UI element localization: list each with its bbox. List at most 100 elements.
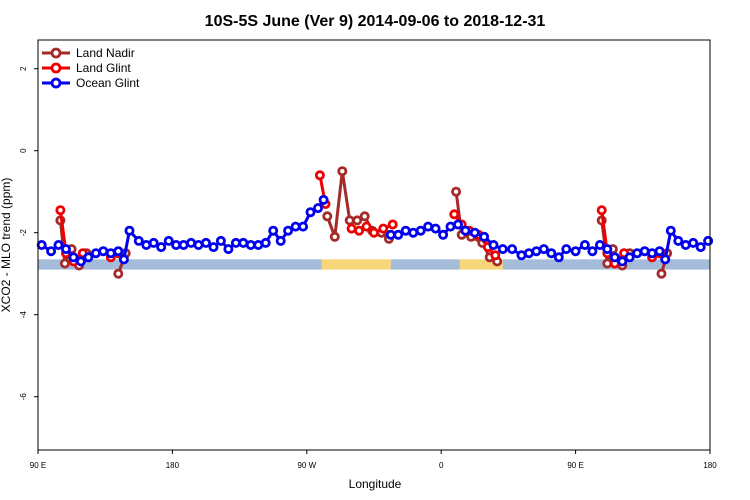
point-land-glint-0-0 xyxy=(55,205,66,216)
point-land-glint-4-5 xyxy=(490,250,501,261)
x-tick-label-3: 0 xyxy=(439,461,444,470)
point-ocean-glint-1-34 xyxy=(654,246,665,257)
x-tick-label-0: 90 E xyxy=(30,461,46,470)
point-ocean-glint-1-6 xyxy=(430,223,441,234)
point-ocean-glint-1-17 xyxy=(523,248,534,259)
y-tick-label-1: 0 xyxy=(19,148,28,153)
y-tick-label-4: -6 xyxy=(19,393,28,401)
point-ocean-glint-1-5 xyxy=(423,221,434,232)
point-ocean-glint-1-14 xyxy=(497,244,508,255)
point-ocean-glint-0-17 xyxy=(163,235,174,246)
point-ocean-glint-0-24 xyxy=(215,235,226,246)
y-tick-label-2: -2 xyxy=(19,229,28,237)
x-axis-label: Longitude xyxy=(349,477,402,491)
chart-title: 10S-5S June (Ver 9) 2014-09-06 to 2018-1… xyxy=(205,13,546,30)
y-tick-label-3: -4 xyxy=(19,311,28,319)
point-land-nadir-2-0 xyxy=(322,211,333,222)
point-ocean-glint-1-13 xyxy=(488,239,499,250)
series-ocean-glint xyxy=(36,194,714,267)
point-ocean-glint-0-36 xyxy=(305,207,316,218)
point-ocean-glint-0-23 xyxy=(208,242,219,253)
point-ocean-glint-0-22 xyxy=(200,237,211,248)
point-ocean-glint-0-0 xyxy=(36,239,47,250)
x-axis: 90 E 180 90 W 0 90 E 180 xyxy=(30,450,717,470)
point-land-glint-3-4 xyxy=(378,223,389,234)
point-ocean-glint-1-33 xyxy=(647,248,658,259)
point-ocean-glint-1-7 xyxy=(438,229,449,240)
point-land-glint-4-0 xyxy=(449,209,460,220)
surface-band-land-1 xyxy=(321,259,391,270)
y-axis-label: XCO2 - MLO trend (ppm) xyxy=(0,178,13,313)
point-ocean-glint-1-26 xyxy=(594,239,605,250)
point-land-nadir-2-1 xyxy=(329,231,340,242)
point-ocean-glint-1-37 xyxy=(673,235,684,246)
point-ocean-glint-0-32 xyxy=(275,235,286,246)
point-ocean-glint-0-5 xyxy=(75,256,86,267)
point-ocean-glint-0-10 xyxy=(113,246,124,257)
legend-marker-land-glint xyxy=(50,62,62,74)
point-ocean-glint-0-12 xyxy=(124,225,135,236)
point-ocean-glint-0-38 xyxy=(318,194,329,205)
point-ocean-glint-1-12 xyxy=(479,231,490,242)
x-tick-label-1: 180 xyxy=(166,461,180,470)
surface-band-ocean-0 xyxy=(38,259,322,270)
point-ocean-glint-1-31 xyxy=(632,248,643,259)
point-ocean-glint-1-27 xyxy=(602,244,613,255)
point-land-nadir-0-1 xyxy=(59,258,70,269)
point-ocean-glint-0-9 xyxy=(105,248,116,259)
point-ocean-glint-1-41 xyxy=(703,235,714,246)
point-ocean-glint-0-13 xyxy=(133,235,144,246)
point-ocean-glint-1-19 xyxy=(538,244,549,255)
point-ocean-glint-0-4 xyxy=(68,252,79,263)
legend-marker-ocean-glint xyxy=(50,77,62,89)
point-ocean-glint-1-2 xyxy=(400,225,411,236)
point-ocean-glint-1-30 xyxy=(624,252,635,263)
x-tick-label-5: 180 xyxy=(703,461,717,470)
point-ocean-glint-1-35 xyxy=(660,254,671,265)
point-ocean-glint-1-36 xyxy=(665,225,676,236)
point-ocean-glint-0-15 xyxy=(148,237,159,248)
y-tick-label-0: 2 xyxy=(19,66,28,71)
legend-label-land-nadir: Land Nadir xyxy=(76,46,135,60)
point-ocean-glint-0-30 xyxy=(260,237,271,248)
point-land-nadir-5-0 xyxy=(656,268,667,279)
point-ocean-glint-0-8 xyxy=(98,246,109,257)
point-land-nadir-1-0 xyxy=(113,268,124,279)
x-tick-label-4: 90 E xyxy=(567,461,583,470)
point-ocean-glint-1-9 xyxy=(452,219,463,230)
legend-label-ocean-glint: Ocean Glint xyxy=(76,76,140,90)
point-ocean-glint-1-24 xyxy=(579,239,590,250)
point-ocean-glint-1-28 xyxy=(609,252,620,263)
point-ocean-glint-1-25 xyxy=(587,246,598,257)
legend-marker-land-nadir xyxy=(50,47,62,59)
point-ocean-glint-0-16 xyxy=(156,242,167,253)
point-ocean-glint-0-1 xyxy=(46,246,57,257)
point-ocean-glint-1-4 xyxy=(415,225,426,236)
point-ocean-glint-1-3 xyxy=(408,227,419,238)
point-ocean-glint-1-29 xyxy=(617,256,628,267)
point-land-nadir-3-0 xyxy=(451,186,462,197)
y-axis: 2 0 -2 -4 -6 xyxy=(19,66,38,400)
point-land-glint-3-2 xyxy=(361,221,372,232)
point-ocean-glint-0-6 xyxy=(83,252,94,263)
point-ocean-glint-1-11 xyxy=(469,227,480,238)
point-ocean-glint-1-1 xyxy=(393,229,404,240)
point-ocean-glint-1-10 xyxy=(460,225,471,236)
legend-label-land-glint: Land Glint xyxy=(76,61,131,75)
point-ocean-glint-1-21 xyxy=(553,252,564,263)
point-land-glint-5-0 xyxy=(596,205,607,216)
point-land-nadir-2-2 xyxy=(337,166,348,177)
surface-band-land-3 xyxy=(459,259,503,270)
x-tick-label-2: 90 W xyxy=(297,461,316,470)
point-land-nadir-2-4 xyxy=(352,215,363,226)
point-land-glint-3-5 xyxy=(387,219,398,230)
point-land-glint-3-3 xyxy=(368,227,379,238)
point-ocean-glint-1-22 xyxy=(561,244,572,255)
point-ocean-glint-1-20 xyxy=(546,248,557,259)
point-ocean-glint-0-33 xyxy=(283,225,294,236)
series-layer xyxy=(36,166,714,279)
point-ocean-glint-0-31 xyxy=(268,225,279,236)
point-ocean-glint-1-39 xyxy=(688,237,699,248)
